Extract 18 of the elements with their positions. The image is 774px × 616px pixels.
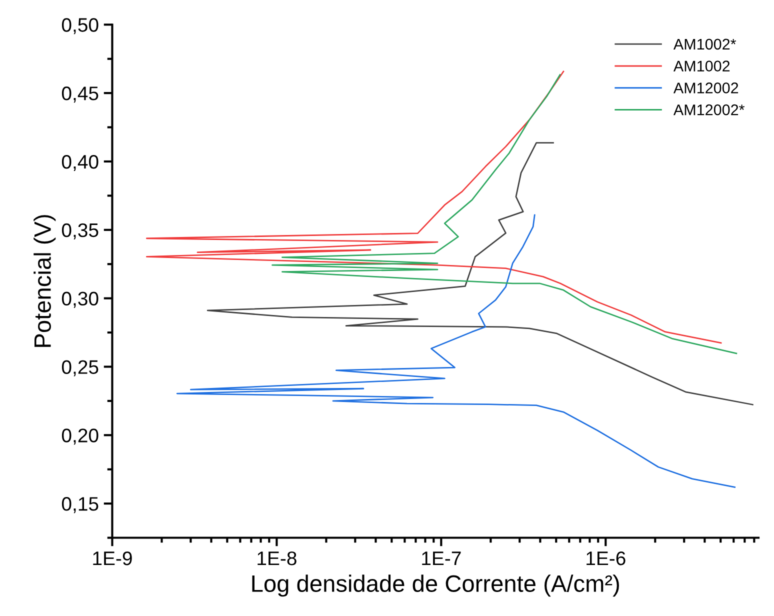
y-tick-label: 0,40	[62, 154, 98, 172]
y-tick-label: 0,15	[62, 497, 98, 514]
legend-label: AM1002*	[673, 38, 736, 50]
x-tick-label: 1E-7	[422, 552, 461, 566]
x-tick-label: 1E-9	[93, 551, 132, 566]
y-axis-title: Potencial (V)	[34, 215, 56, 347]
legend-label: AM1002	[673, 60, 730, 72]
x-tick-label: 1E-8	[258, 551, 296, 566]
x-tick-label: 1E-6	[586, 551, 626, 566]
y-tick-label: 0,20	[62, 428, 98, 445]
y-tick-label: 0,25	[62, 360, 98, 376]
y-tick-label: 0,30	[62, 292, 98, 308]
legend-label: AM12002	[673, 82, 738, 94]
legend-label: AM12002*	[673, 104, 745, 116]
y-tick-label: 0,45	[62, 86, 98, 103]
x-axis-title: Log densidade de Corrente (A/cm²)	[252, 574, 619, 597]
y-tick-label: 0,35	[62, 223, 98, 240]
y-tick-label: 0,50	[62, 18, 98, 34]
